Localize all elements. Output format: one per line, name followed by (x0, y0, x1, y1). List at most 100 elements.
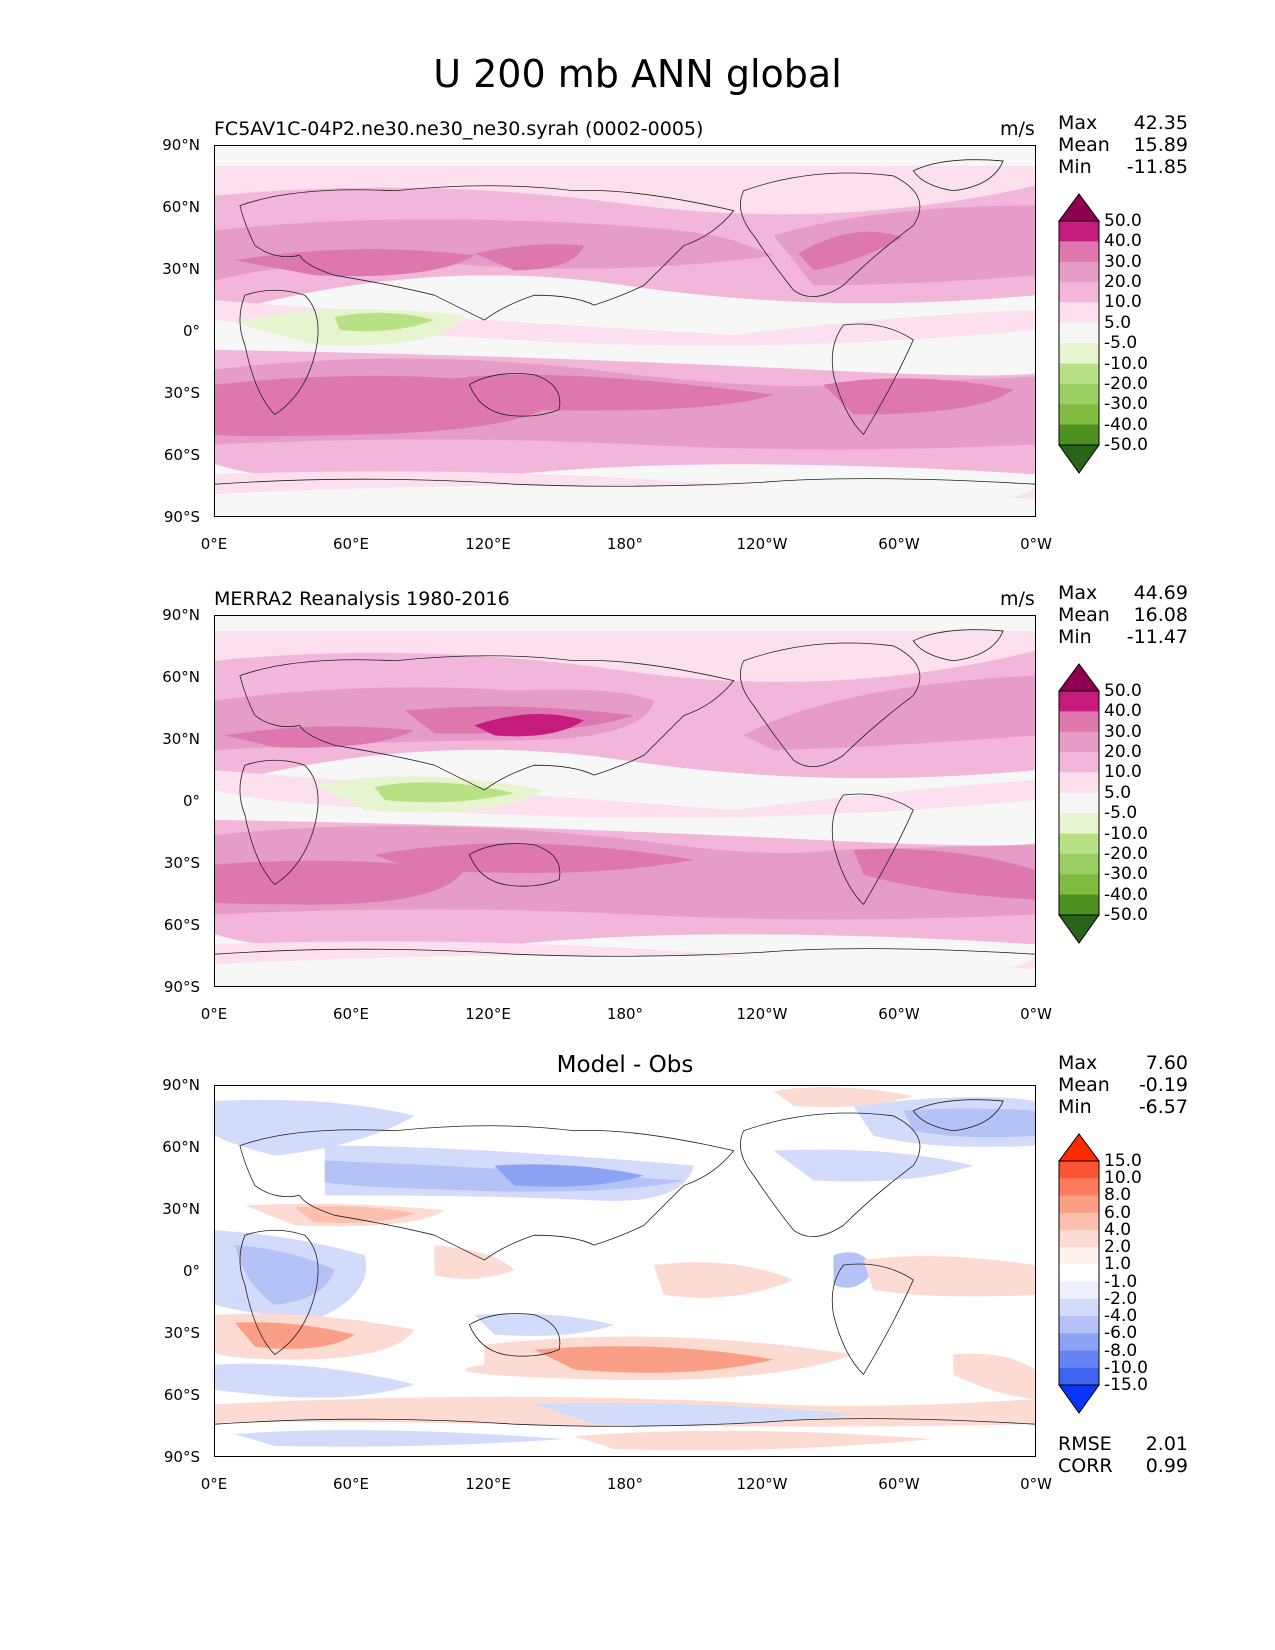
error-stats: RMSE 2.01 CORR 0.99 (1058, 1433, 1188, 1477)
colorbar-swatch (1059, 404, 1099, 426)
panel-title: FC5AV1C-04P2.ne30.ne30_ne30.syrah (0002-… (214, 118, 704, 140)
colorbar-swatch (1059, 343, 1099, 365)
stat-value: 2.01 (1145, 1433, 1188, 1455)
colorbar-swatches (1058, 1133, 1100, 1414)
colorbar-tick-label: 30.0 (1104, 721, 1142, 742)
colorbar-extend-top (1058, 1133, 1100, 1162)
stat-label: Min (1058, 626, 1092, 648)
map-field-diff (215, 1086, 1035, 1456)
stat-value: 7.60 (1145, 1052, 1188, 1074)
colorbar-tick-label: 5.0 (1104, 312, 1132, 333)
map-field-model (215, 146, 1035, 516)
colorbar-swatch (1059, 363, 1099, 385)
colorbar-swatches (1058, 193, 1100, 474)
x-tick-label: 0°E (200, 1005, 228, 1023)
colorbar-tick-label: -4.0 (1104, 1306, 1138, 1327)
colorbar-tick-label: 20.0 (1104, 742, 1142, 763)
y-tick-label: 90°S (163, 978, 200, 996)
stat-value: 42.35 (1133, 112, 1188, 134)
colorbar-tick-label: -10.0 (1104, 823, 1148, 844)
colorbar-tick-label: -5.0 (1104, 803, 1138, 824)
colorbar-swatch (1059, 383, 1099, 405)
colorbar-extend-bottom (1058, 1384, 1100, 1414)
colorbar-swatch (1059, 711, 1099, 733)
colorbar-swatch (1059, 1161, 1099, 1179)
x-tick-label: 180° (606, 1005, 644, 1023)
colorbar-tick-label: -20.0 (1104, 843, 1148, 864)
y-tick-label: 30°S (163, 384, 200, 402)
colorbar-swatch (1059, 1195, 1099, 1214)
units-label: m/s (1000, 588, 1035, 610)
y-tick-label: 60°S (163, 1386, 200, 1404)
stat-label: CORR (1058, 1455, 1113, 1477)
colorbar: 50.0 40.0 30.0 20.0 10.0 5.0 -5.0 -10.0 -20.0 -30… (1058, 193, 1178, 493)
colorbar-tick-label: -10.0 (1104, 1357, 1148, 1378)
x-tick-label: 60°E (332, 1475, 370, 1493)
stat-label: Mean (1058, 604, 1110, 626)
units-label: m/s (1000, 118, 1035, 140)
colorbar-tick-label: -15.0 (1104, 1375, 1148, 1395)
y-tick-label: 0° (182, 322, 200, 340)
colorbar-swatch (1059, 424, 1099, 446)
colorbar-tick-label: -1.0 (1104, 1271, 1138, 1292)
stat-label: Mean (1058, 134, 1110, 156)
colorbar-tick-label: 10.0 (1104, 292, 1142, 313)
colorbar-extend-bottom (1058, 914, 1100, 944)
y-tick-label: 60°N (162, 198, 200, 216)
colorbar-swatch (1059, 241, 1099, 263)
colorbar-tick-label: -2.0 (1104, 1288, 1138, 1309)
colorbar-swatch (1059, 1333, 1099, 1352)
colorbar-swatch (1059, 1212, 1099, 1231)
y-tick-label: 30°N (162, 730, 200, 748)
colorbar-swatch (1059, 874, 1099, 896)
y-tick-label: 30°S (163, 854, 200, 872)
y-tick-label: 90°S (163, 1448, 200, 1466)
colorbar-tick-label: 30.0 (1104, 251, 1142, 272)
x-tick-label: 0°W (1020, 535, 1052, 553)
colorbar: 15.0 10.0 8.0 6.0 4.0 2.0 1.0 -1.0 -2.0 -4.0 -6.0-… (1058, 1133, 1178, 1433)
map-plot (214, 1085, 1036, 1457)
colorbar-swatch (1059, 1367, 1099, 1386)
colorbar: 50.0 40.0 30.0 20.0 10.0 5.0 -5.0 -10.0 -20.0 -30… (1058, 663, 1178, 963)
colorbar-tick-label: -40.0 (1104, 414, 1148, 435)
stat-value: 44.69 (1133, 582, 1188, 604)
x-tick-label: 60°E (332, 535, 370, 553)
colorbar-tick-label: -20.0 (1104, 373, 1148, 394)
colorbar-extend-top (1058, 193, 1100, 222)
colorbar-swatch (1059, 1298, 1099, 1317)
stat-label: RMSE (1058, 1433, 1112, 1455)
colorbar-tick-label: -50.0 (1104, 435, 1148, 455)
stat-label: Min (1058, 156, 1092, 178)
y-tick-label: 60°S (163, 446, 200, 464)
colorbar-tick-label: 20.0 (1104, 272, 1142, 293)
colorbar-tick-label: -6.0 (1104, 1323, 1138, 1344)
colorbar-extend-bottom (1058, 444, 1100, 474)
colorbar-tick-label: 40.0 (1104, 231, 1142, 252)
colorbar-swatch (1059, 221, 1099, 242)
colorbar-swatch (1059, 772, 1099, 794)
stat-label: Max (1058, 582, 1098, 604)
map-field-obs (215, 616, 1035, 986)
colorbar-swatch (1059, 894, 1099, 916)
stat-label: Max (1058, 1052, 1098, 1074)
colorbar-tick-label: 15.0 (1104, 1151, 1142, 1171)
x-tick-label: 0°E (200, 1475, 228, 1493)
stat-value: -11.47 (1126, 626, 1188, 648)
colorbar-tick-label: 50.0 (1104, 681, 1142, 701)
x-tick-label: 60°E (332, 1005, 370, 1023)
y-tick-label: 60°N (162, 668, 200, 686)
figure-title: U 200 mb ANN global (433, 52, 842, 96)
stats-box: Max 44.69 Mean 16.08 Min -11.47 (1058, 582, 1188, 648)
colorbar-tick-label: 2.0 (1104, 1237, 1132, 1258)
colorbar-swatches (1058, 663, 1100, 944)
x-tick-label: 60°W (878, 1475, 920, 1493)
y-tick-label: 90°N (162, 1076, 200, 1094)
colorbar-swatch (1059, 322, 1099, 344)
colorbar-tick-label: 5.0 (1104, 782, 1132, 803)
y-tick-label: 90°S (163, 508, 200, 526)
panel-title: Model - Obs (556, 1052, 694, 1078)
x-tick-label: 60°W (878, 535, 920, 553)
y-tick-label: 30°N (162, 260, 200, 278)
x-tick-label: 120°W (736, 535, 788, 553)
colorbar-tick-label: 8.0 (1104, 1185, 1132, 1206)
